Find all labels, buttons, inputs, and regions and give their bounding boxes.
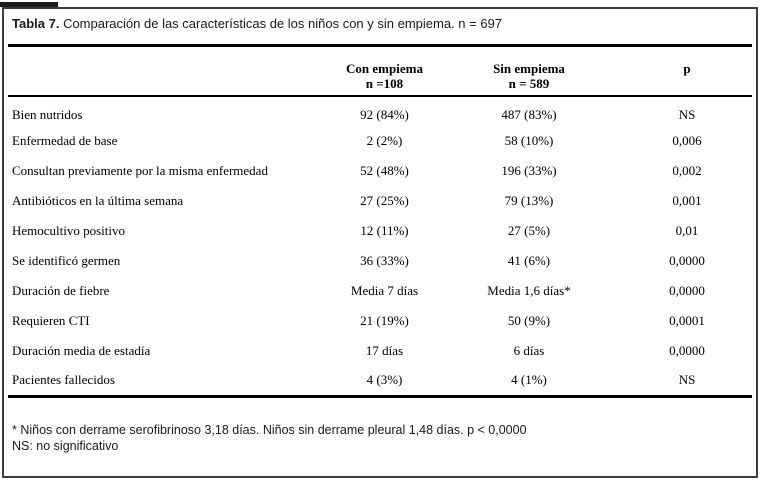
sin-value: 58 (10%) [504, 133, 554, 148]
row-label: Antibióticos en la última semana [12, 193, 184, 208]
con-value: 12 (11%) [360, 223, 409, 238]
con-value: Media 7 días [350, 283, 419, 298]
header-sin-line2: n = 589 [508, 76, 550, 91]
sin-value: 79 (13%) [504, 193, 554, 208]
p-value: 0,01 [675, 223, 699, 238]
sin-value: 4 (1%) [436, 366, 622, 398]
header-con-line1: Con empiema [346, 61, 423, 76]
p-value: 0,0001 [669, 313, 705, 328]
row-label: Duración de fiebre [12, 283, 110, 298]
caption-divider-rule [8, 44, 752, 47]
table-row: Pacientes fallecidos 4 (3%) 4 (1%) NS [8, 366, 752, 398]
scan-edge-rule-fragment [0, 2, 58, 7]
sin-value: 487 (83%) [501, 106, 557, 122]
p-value: 0,0000 [669, 283, 705, 298]
table-row: Consultan previamente por la misma enfer… [8, 156, 752, 186]
p-value: 0,006 [672, 133, 702, 148]
header-empty-cell [8, 47, 333, 97]
table-body: Bien nutridos 92 (84%) 487 (83%) NS Enfe… [8, 96, 752, 398]
sin-value: 27 (5%) [507, 223, 551, 238]
comparison-table: Con empiema n =108 Sin empiema n = 589 p… [8, 47, 752, 398]
table-footnotes: * Niños con derrame serofibrinoso 3,18 d… [12, 422, 748, 455]
footnote-asterisk: * Niños con derrame serofibrinoso 3,18 d… [12, 422, 527, 437]
row-label: Duración media de estadía [12, 343, 151, 358]
con-value: 36 (33%) [360, 253, 409, 268]
sin-value: 6 días [513, 343, 545, 358]
header-sin-empiema: Sin empiema n = 589 [436, 47, 622, 97]
row-label: Requieren CTI [12, 313, 90, 328]
footnote-ns: NS: no significativo [12, 439, 119, 453]
table-row: Enfermedad de base 2 (2%) 58 (10%) 0,006 [8, 126, 752, 156]
con-value: 4 (3%) [333, 366, 436, 398]
table-row: Se identificó germen 36 (33%) 41 (6%) 0,… [8, 246, 752, 276]
p-value: 0,0000 [669, 343, 705, 358]
con-value: 92 (84%) [360, 106, 409, 122]
con-value: 52 (48%) [360, 163, 409, 178]
con-value: 21 (19%) [360, 313, 409, 328]
sin-value: 50 (9%) [507, 313, 551, 328]
table-caption-number: Tabla 7. [12, 16, 60, 31]
table-row: Duración de fiebre Media 7 días Media 1,… [8, 276, 752, 306]
row-label: Se identificó germen [12, 253, 121, 268]
table-header-row: Con empiema n =108 Sin empiema n = 589 p [8, 47, 752, 97]
table-row: Hemocultivo positivo 12 (11%) 27 (5%) 0,… [8, 216, 752, 246]
table-caption: Tabla 7. Comparación de las característi… [12, 16, 748, 31]
header-p-value: p [622, 47, 752, 97]
row-label: Pacientes fallecidos [8, 366, 333, 398]
p-value: 0,002 [672, 163, 702, 178]
row-label: Bien nutridos [12, 106, 83, 122]
con-value: 2 (2%) [366, 133, 403, 148]
table-row: Duración media de estadía 17 días 6 días… [8, 336, 752, 366]
row-label: Consultan previamente por la misma enfer… [12, 163, 268, 178]
con-value: 17 días [365, 343, 404, 358]
p-value: 0,001 [672, 193, 702, 208]
table-caption-text: Comparación de las características de lo… [59, 16, 503, 31]
table-row: Bien nutridos 92 (84%) 487 (83%) NS [8, 96, 752, 126]
table-header: Con empiema n =108 Sin empiema n = 589 p [8, 47, 752, 97]
header-con-empiema: Con empiema n =108 [333, 47, 436, 97]
table-row: Antibióticos en la última semana 27 (25%… [8, 186, 752, 216]
con-value: 27 (25%) [360, 193, 409, 208]
sin-value: 41 (6%) [507, 253, 551, 268]
p-value: NS [678, 106, 696, 122]
row-label: Enfermedad de base [12, 133, 118, 148]
table-row: Requieren CTI 21 (19%) 50 (9%) 0,0001 [8, 306, 752, 336]
header-con-line2: n =108 [365, 76, 404, 91]
p-value: NS [622, 366, 752, 398]
sin-value: Media 1,6 días* [487, 283, 571, 298]
header-sin-line1: Sin empiema [493, 61, 565, 76]
row-label: Hemocultivo positivo [12, 223, 126, 238]
sin-value: 196 (33%) [501, 163, 557, 178]
table-frame: Tabla 7. Comparación de las característi… [2, 7, 758, 478]
p-value: 0,0000 [669, 253, 705, 268]
